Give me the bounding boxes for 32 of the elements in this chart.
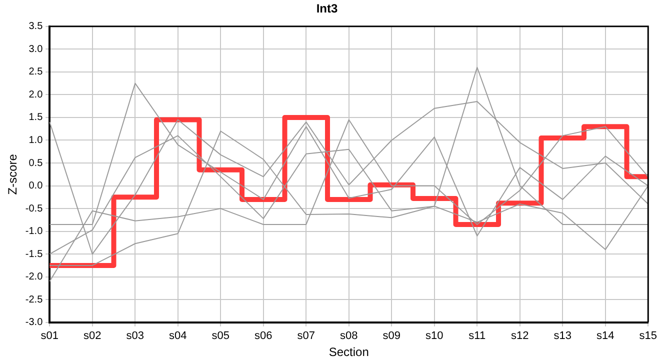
y-tick-label: 3.5 xyxy=(28,21,44,32)
y-tick-label: 2.0 xyxy=(28,89,44,100)
y-tick-label: 1.0 xyxy=(28,134,44,146)
x-tick-label: s12 xyxy=(511,330,529,342)
y-tick-label: 0.5 xyxy=(28,158,44,169)
x-tick-label: s15 xyxy=(639,330,658,342)
x-tick-label: s05 xyxy=(212,330,230,342)
y-tick-label: 1.5 xyxy=(28,112,44,124)
y-tick-label: -2.5 xyxy=(25,294,44,306)
x-tick-label: s13 xyxy=(554,330,572,342)
y-tick-label: -3.0 xyxy=(25,317,44,328)
x-tick-label: s06 xyxy=(254,330,272,342)
x-tick-label: s08 xyxy=(340,330,358,342)
y-tick-label: -2.0 xyxy=(25,272,44,283)
y-tick-label: 2.5 xyxy=(28,66,44,78)
x-tick-label: s04 xyxy=(169,330,187,342)
x-tick-label: s11 xyxy=(468,330,486,342)
y-axis-title: Z-score xyxy=(6,154,20,195)
y-tick-label: -1.5 xyxy=(25,248,44,260)
x-tick-label: s01 xyxy=(40,330,59,342)
x-tick-label: s02 xyxy=(84,330,102,342)
y-tick-label: 3.0 xyxy=(28,44,44,55)
y-tick-label: 0.0 xyxy=(28,180,44,192)
x-axis-title: Section xyxy=(328,345,369,360)
x-tick-label: s09 xyxy=(382,330,401,342)
y-tick-label: -1.0 xyxy=(25,226,44,238)
y-tick-label: -0.5 xyxy=(25,203,44,214)
x-tick-label: s10 xyxy=(426,330,444,342)
x-tick-label: s14 xyxy=(596,330,614,342)
x-tick-label: s03 xyxy=(126,330,144,342)
x-tick-label: s07 xyxy=(297,330,316,342)
chart-title: Int3 xyxy=(316,2,338,16)
